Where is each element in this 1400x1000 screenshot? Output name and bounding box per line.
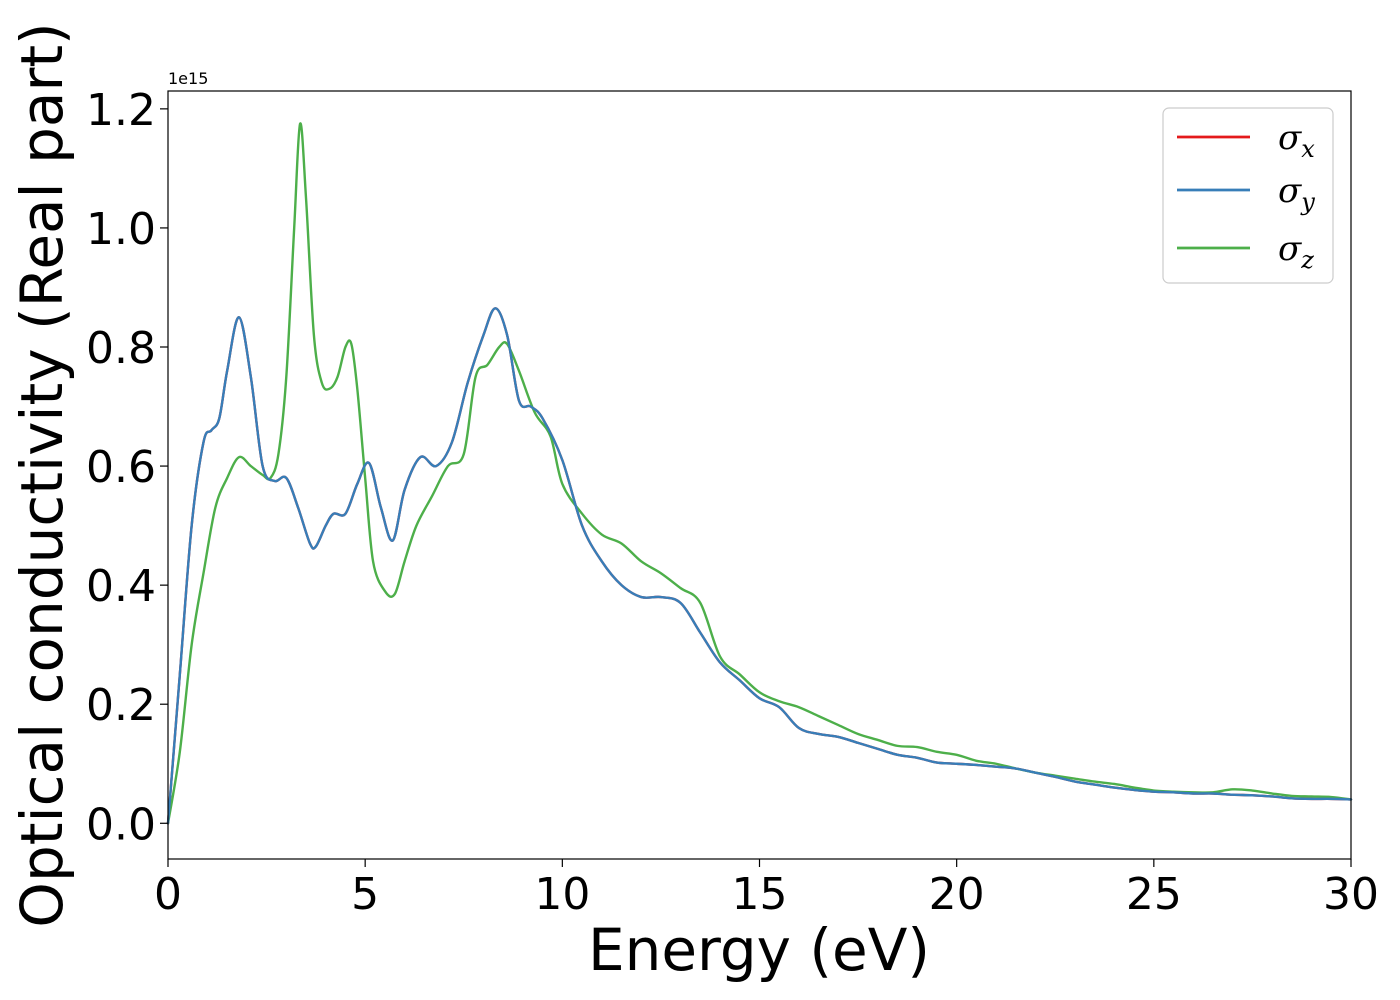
legend-subscript: x: [1301, 135, 1315, 163]
legend-subscript: y: [1300, 188, 1315, 216]
y-offset-label: 1e15: [168, 69, 208, 88]
y-tick-label: 0.4: [86, 561, 156, 612]
y-axis-label: Optical conductivity (Real part): [8, 22, 76, 927]
y-axis-ticks: 0.0 0.2 0.4 0.6 0.8 1.0 1.2: [86, 85, 168, 850]
series-line-z: [166, 122, 1353, 825]
x-tick-label: 20: [929, 869, 985, 920]
legend-label-z: σz: [1278, 229, 1314, 274]
x-axis-ticks: 0 5 10 15 20 25 30: [154, 859, 1379, 920]
series-line-y: [166, 307, 1353, 825]
legend-symbol: σ: [1278, 229, 1302, 269]
series-layer: [166, 122, 1353, 825]
x-tick-label: 10: [534, 869, 590, 920]
x-tick-label: 30: [1323, 869, 1379, 920]
y-tick-label: 0.8: [86, 323, 156, 374]
x-tick-label: 0: [154, 869, 182, 920]
x-axis-label: Energy (eV): [588, 916, 930, 984]
legend-box: [1162, 107, 1334, 284]
legend-subscript: z: [1300, 246, 1314, 274]
legend-label-y: σy: [1278, 171, 1315, 216]
legend-symbol: σ: [1278, 118, 1302, 158]
y-tick-label: 0.0: [86, 799, 156, 850]
x-tick-label: 25: [1126, 869, 1182, 920]
y-tick-label: 0.2: [86, 680, 156, 731]
x-tick-label: 15: [732, 869, 788, 920]
legend-label-x: σx: [1278, 118, 1315, 163]
y-tick-label: 1.2: [86, 85, 156, 136]
y-tick-label: 0.6: [86, 442, 156, 493]
legend-symbol: σ: [1278, 171, 1302, 211]
x-tick-label: 5: [351, 869, 379, 920]
y-tick-label: 1.0: [86, 204, 156, 255]
